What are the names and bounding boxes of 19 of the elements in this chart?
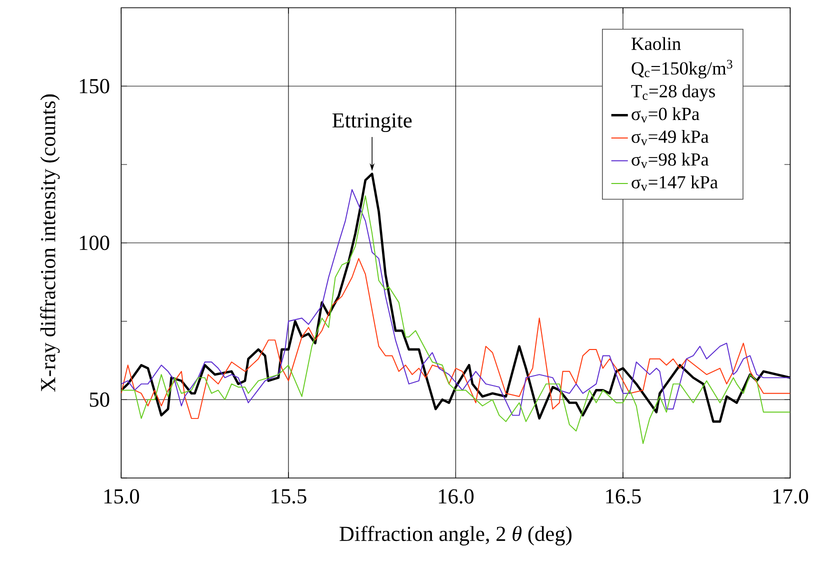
- legend-label: σ$_{v}$=98 kPa: [632, 152, 709, 168]
- legend-label: σ$_{v}$=49 kPa: [632, 130, 709, 146]
- x-tick-label: 15.0: [104, 489, 140, 504]
- x-axis-title: Diffraction angle, 2 θ (deg): [340, 526, 572, 546]
- x-tick-label: 16.5: [606, 489, 641, 504]
- annotation: Q$_{c}$=150kg/m$^{3}$: [632, 60, 732, 78]
- legend-title: Kaolin: [632, 36, 681, 50]
- line-series: [121, 258, 790, 419]
- legend-label: σ$_{v}$=0 kPa: [632, 107, 700, 123]
- y-tick-label: 100: [80, 236, 110, 250]
- y-tick-label: 50: [90, 392, 110, 407]
- x-tick-label: 16.0: [438, 489, 474, 504]
- x-tick-label: 17.0: [773, 489, 808, 504]
- x-tick-label: 15.5: [272, 489, 306, 504]
- y-tick-label: 150: [80, 78, 110, 94]
- y-axis-title: X-ray diffraction intensity (counts): [40, 94, 60, 392]
- annotation: Ettringite: [332, 113, 412, 132]
- annotation: T$_{c}$=28 days: [631, 84, 715, 102]
- legend-label: σ$_{v}$=147 kPa: [632, 175, 718, 191]
